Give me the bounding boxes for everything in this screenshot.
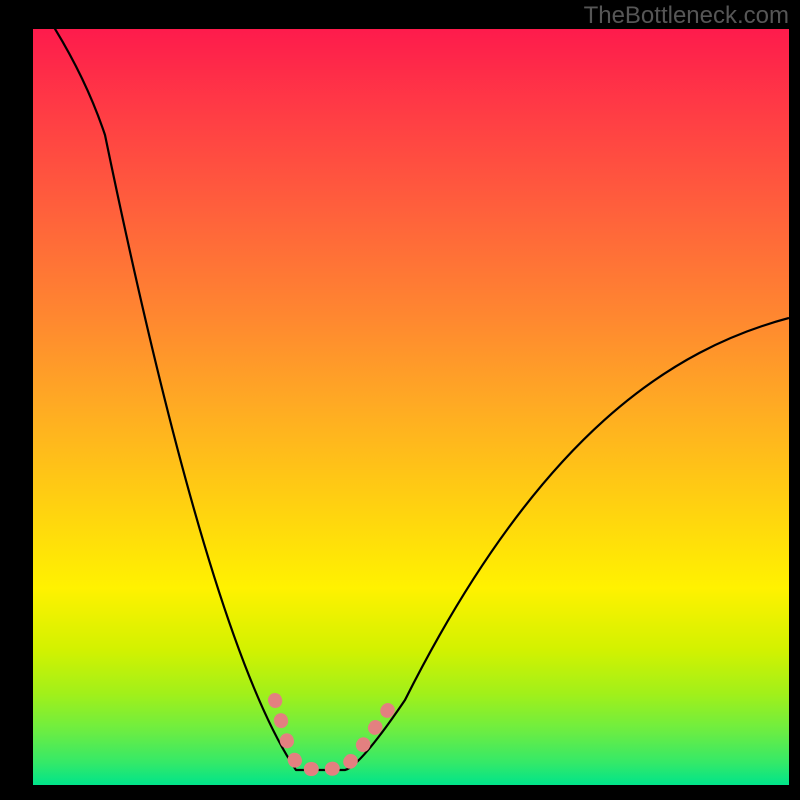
chart-stage: TheBottleneck.com bbox=[0, 0, 800, 800]
gradient-background bbox=[33, 29, 789, 785]
bottleneck-curve-chart bbox=[33, 29, 789, 785]
watermark-text: TheBottleneck.com bbox=[584, 2, 789, 30]
